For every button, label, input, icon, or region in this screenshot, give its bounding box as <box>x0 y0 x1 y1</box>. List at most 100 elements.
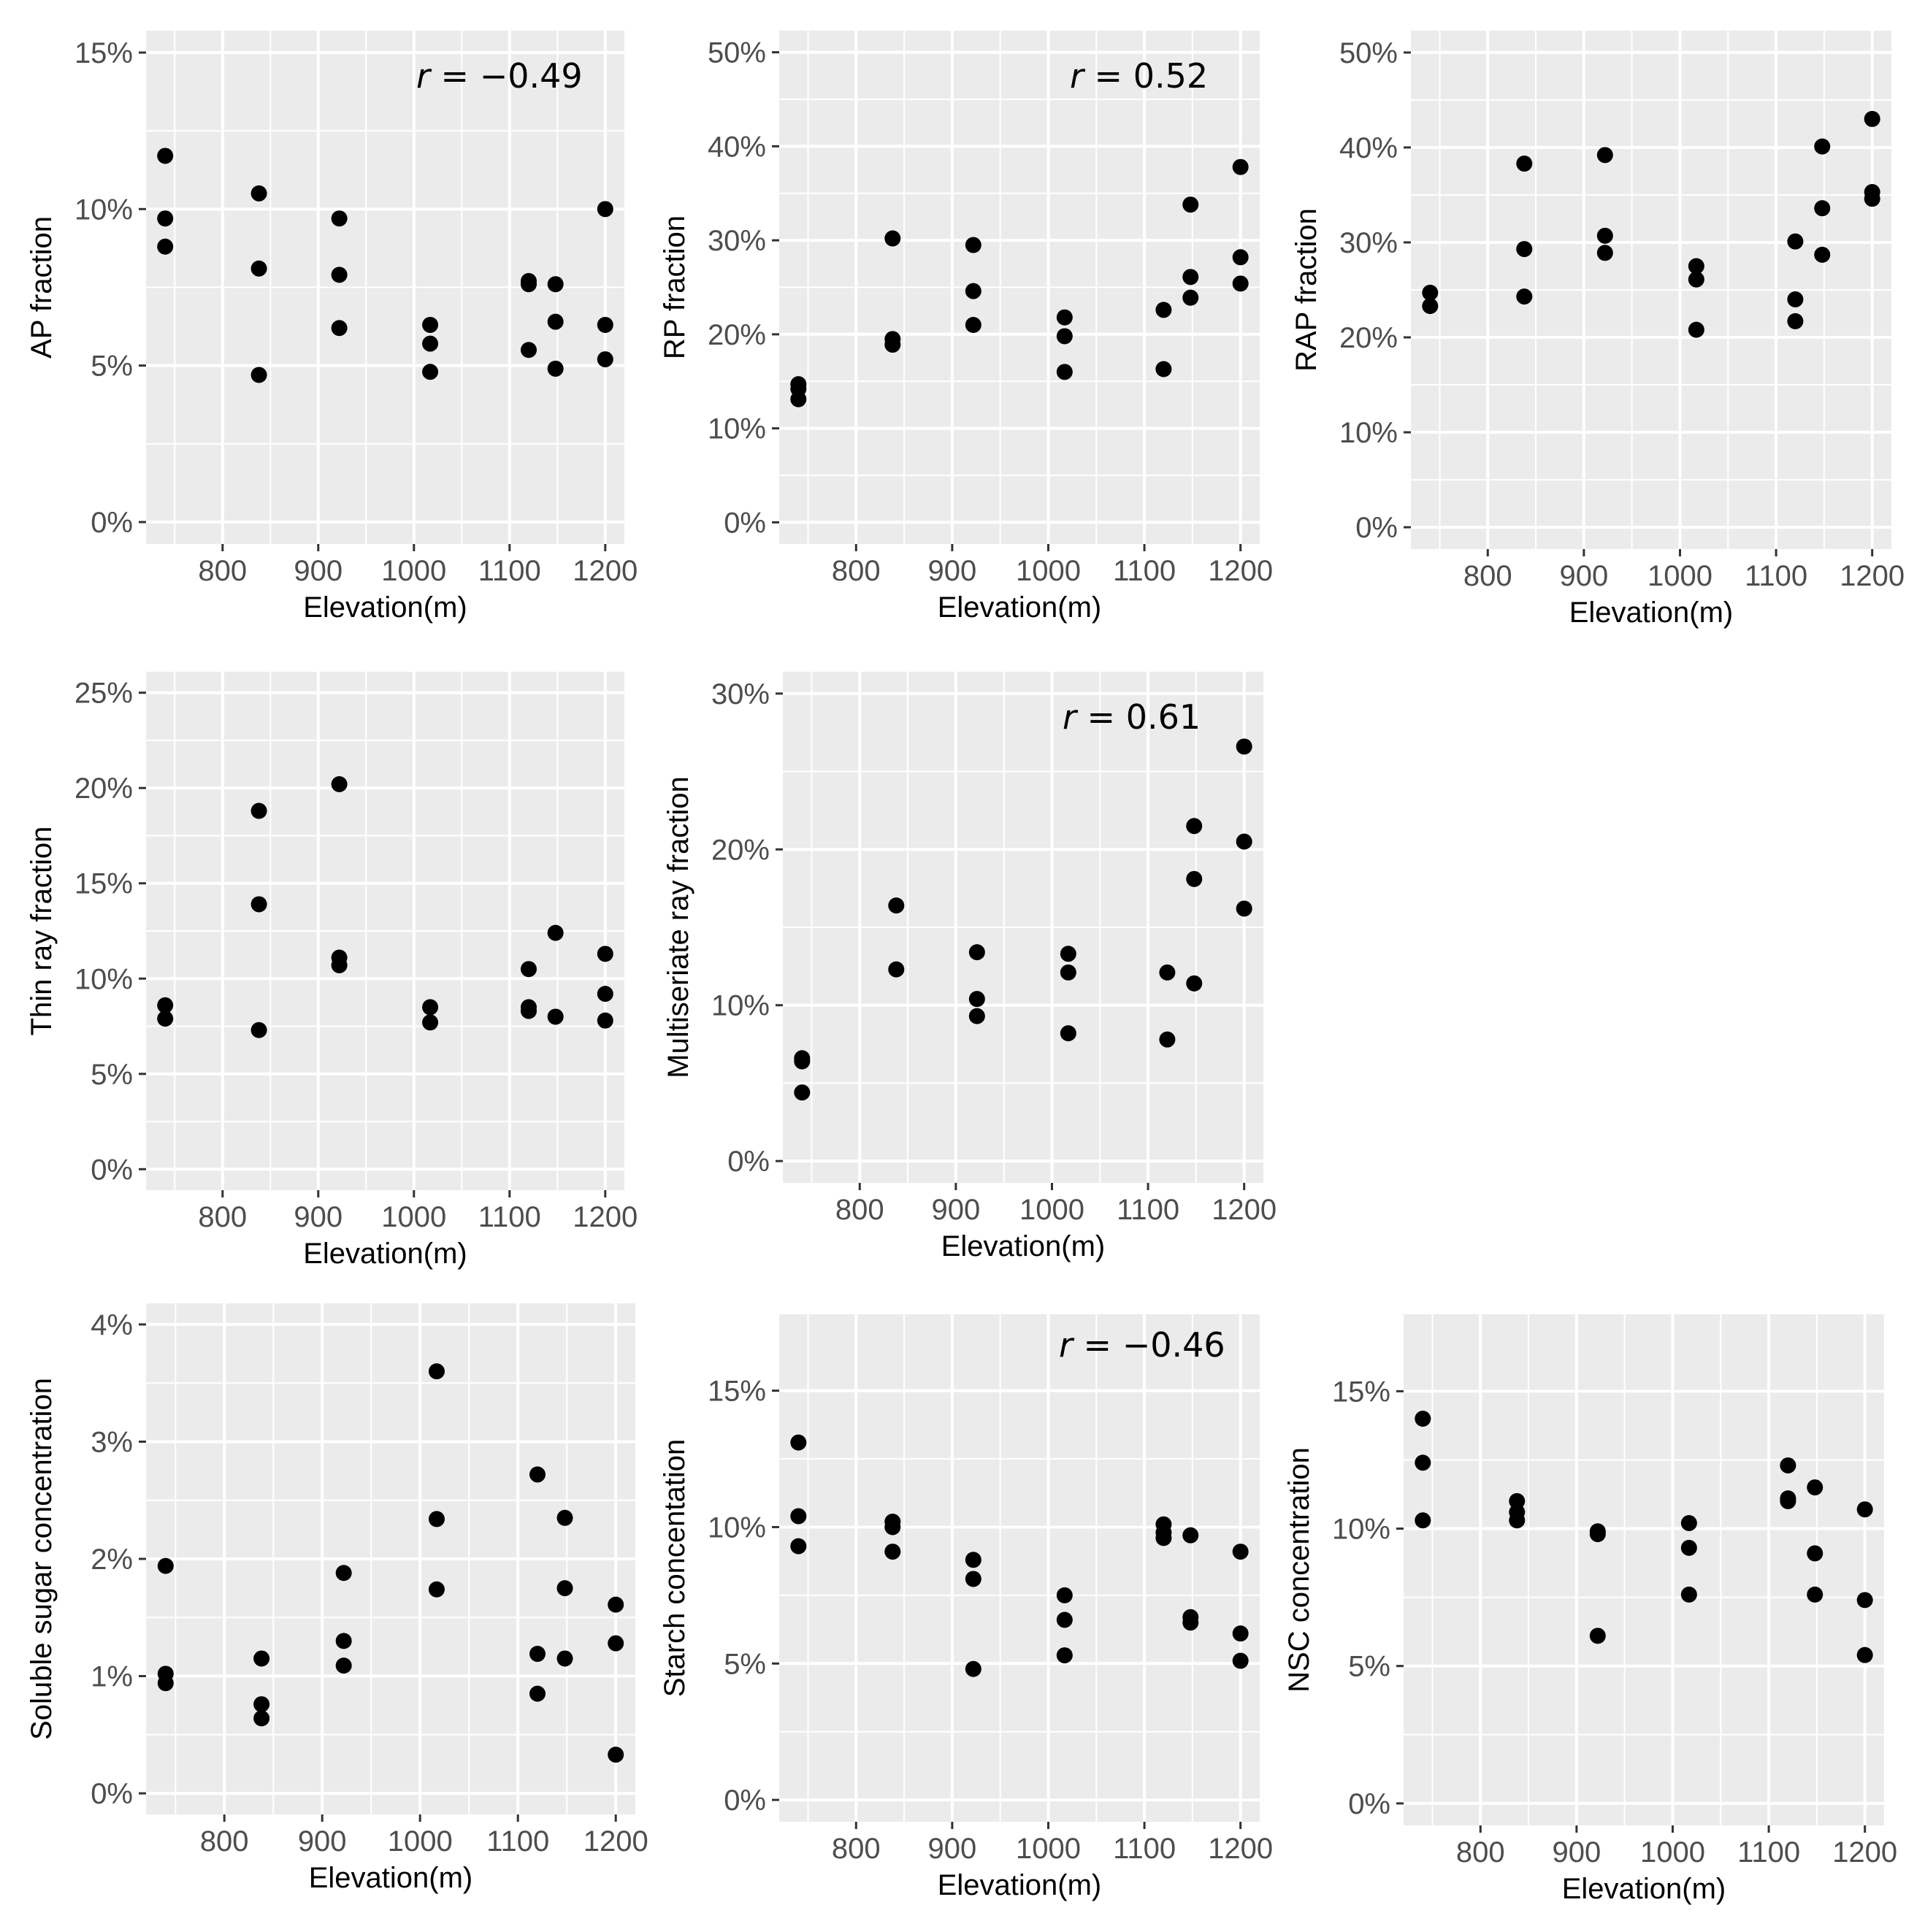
chart-rp: 800 900 1000 1100 1200 0% 10% 20% 30% 40% 50% Eleva… <box>659 31 1273 624</box>
x-axis-title: Elevation(m) <box>938 591 1102 624</box>
data-point <box>1856 1647 1873 1663</box>
x-axis-title: Elevation(m) <box>1569 597 1734 629</box>
data-point <box>1232 158 1249 175</box>
data-point <box>422 316 439 333</box>
data-point <box>965 317 981 334</box>
chart-thin: 800 900 1000 1100 1200 0% 5% 10% 15% 20% 25% Elevat… <box>26 672 638 1270</box>
data-point <box>157 238 174 255</box>
y-tick-label: 5% <box>1348 1651 1390 1683</box>
data-point <box>1864 191 1880 207</box>
data-point <box>1182 289 1199 306</box>
y-tick-label: 0% <box>1355 512 1398 544</box>
data-point <box>608 1747 624 1763</box>
data-point <box>1787 233 1804 250</box>
data-point <box>1056 1611 1073 1628</box>
correlation-label: r = −0.46 <box>1059 1325 1225 1365</box>
data-point <box>597 316 613 333</box>
data-point <box>1787 313 1804 329</box>
data-point <box>965 237 981 253</box>
y-tick-label: 15% <box>708 1376 766 1408</box>
data-point <box>1182 1614 1199 1631</box>
x-tick-label: 1200 <box>573 1201 638 1233</box>
data-point <box>1516 241 1533 258</box>
data-point <box>1232 1544 1249 1560</box>
y-tick-label: 20% <box>711 834 770 866</box>
y-axis-title: NSC concentration <box>1283 1447 1315 1693</box>
chart-starch: 800 900 1000 1100 1200 0% 5% 10% 15% Elevation(m)… <box>659 1314 1273 1901</box>
data-point <box>1186 870 1203 887</box>
x-tick-label: 1000 <box>388 1825 453 1858</box>
y-tick-label: 0% <box>91 507 133 539</box>
data-point <box>428 1511 445 1527</box>
x-tick-label: 800 <box>832 555 881 587</box>
data-point <box>157 147 174 164</box>
data-point <box>965 1571 981 1587</box>
data-point <box>335 1565 352 1582</box>
data-point <box>1814 200 1831 217</box>
y-tick-label: 4% <box>91 1309 133 1341</box>
data-point <box>547 360 564 377</box>
data-point <box>1159 1031 1176 1048</box>
data-point <box>790 1434 807 1451</box>
y-tick-label: 0% <box>91 1154 133 1186</box>
data-point <box>1236 738 1252 755</box>
data-point <box>250 1021 267 1038</box>
correlation-label: r = 0.61 <box>1063 697 1201 737</box>
x-axis-title: Elevation(m) <box>309 1862 473 1894</box>
data-point <box>422 999 439 1016</box>
y-tick-label: 40% <box>708 131 766 163</box>
x-tick-label: 1100 <box>1113 555 1176 587</box>
data-point <box>250 185 267 202</box>
y-tick-label: 10% <box>708 413 766 445</box>
correlation-value: = −0.46 <box>1073 1325 1225 1365</box>
panel-background <box>779 1314 1260 1822</box>
data-point <box>556 1580 573 1597</box>
data-point <box>1509 1512 1526 1529</box>
x-tick-label: 800 <box>1463 560 1512 592</box>
y-tick-label: 10% <box>1332 1514 1390 1546</box>
x-tick-label: 900 <box>1560 560 1609 592</box>
correlation-value: = 0.61 <box>1076 697 1201 737</box>
data-point <box>1159 964 1176 981</box>
data-point <box>1232 249 1249 266</box>
data-point <box>331 320 348 337</box>
data-point <box>1056 309 1073 326</box>
y-tick-label: 0% <box>727 1146 770 1178</box>
data-point <box>1807 1545 1823 1562</box>
x-tick-label: 900 <box>298 1825 347 1858</box>
data-point <box>790 391 807 407</box>
y-axis-title: Starch concentation <box>659 1439 691 1698</box>
data-point <box>794 1053 811 1070</box>
x-tick-label: 900 <box>294 1201 342 1233</box>
y-tick-label: 0% <box>91 1778 133 1810</box>
panel-background <box>1404 1314 1884 1825</box>
data-point <box>428 1581 445 1598</box>
data-point <box>1182 1527 1199 1544</box>
data-point <box>1814 246 1831 263</box>
data-point <box>1415 1411 1431 1427</box>
data-point <box>1787 291 1804 308</box>
x-tick-label: 800 <box>832 1833 881 1865</box>
data-point <box>529 1466 546 1483</box>
data-point <box>529 1685 546 1702</box>
y-tick-label: 5% <box>91 1059 133 1091</box>
x-tick-label: 1100 <box>1737 1836 1800 1868</box>
data-point <box>556 1650 573 1667</box>
x-axis-title: Elevation(m) <box>941 1230 1106 1262</box>
data-point <box>331 957 348 973</box>
x-tick-label: 1100 <box>1117 1194 1179 1226</box>
data-point <box>521 342 537 359</box>
data-point <box>1182 269 1199 285</box>
data-point <box>422 364 439 380</box>
y-tick-label: 30% <box>711 678 770 710</box>
data-point <box>521 276 537 293</box>
data-point <box>597 351 613 368</box>
data-point <box>428 1363 445 1380</box>
correlation-symbol: r <box>1063 697 1079 737</box>
x-tick-label: 800 <box>198 555 247 587</box>
data-point <box>790 1538 807 1555</box>
data-point <box>1856 1592 1873 1609</box>
data-point <box>1596 227 1613 244</box>
data-point <box>1422 298 1439 315</box>
y-tick-label: 30% <box>708 225 766 257</box>
